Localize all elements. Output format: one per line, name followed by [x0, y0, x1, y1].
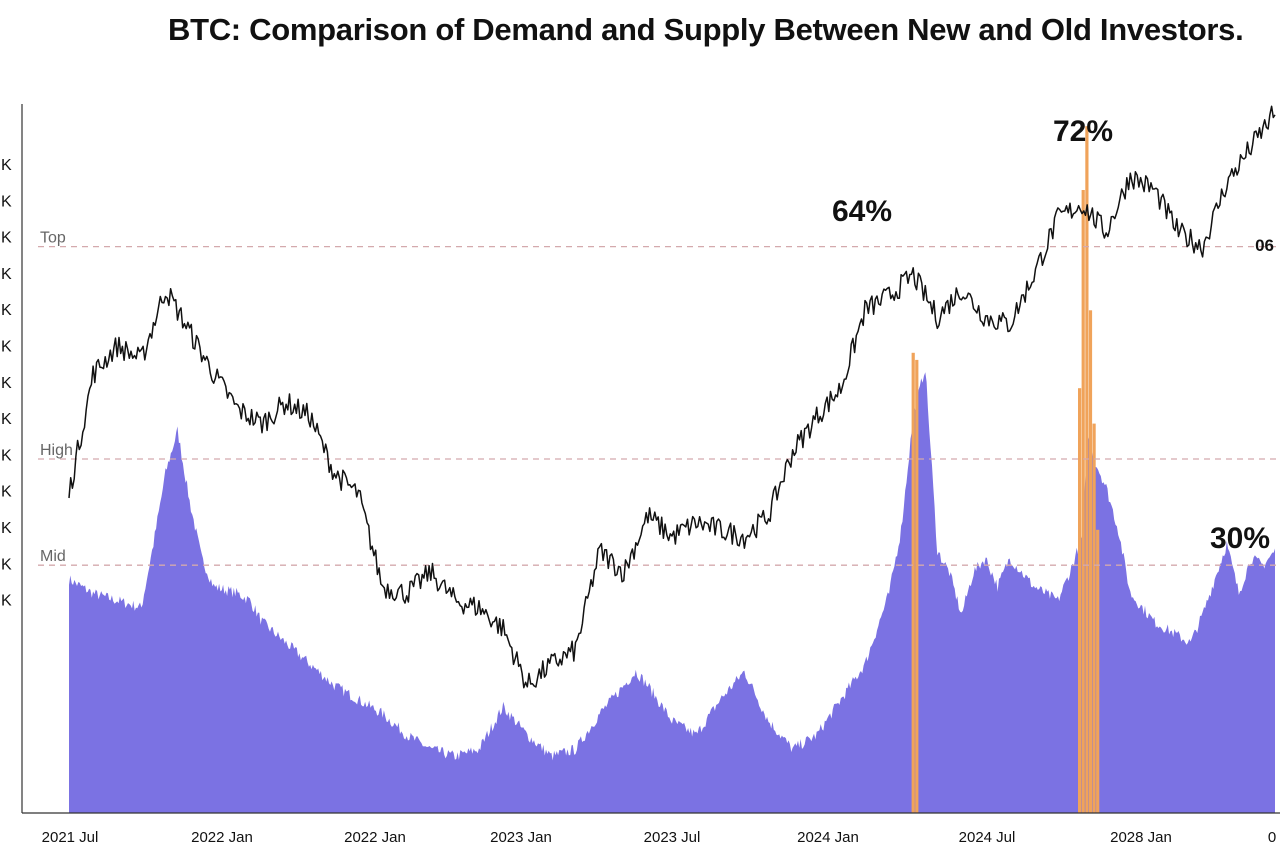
x-tick-label: 2022 Jan — [344, 829, 406, 846]
supply-spike-bar — [1078, 388, 1082, 813]
supply-spike-bar — [1088, 310, 1093, 813]
level-label-mid: Mid — [40, 548, 66, 565]
y-tick-label: K — [1, 302, 12, 319]
btc-price-line — [68, 105, 1276, 689]
labels-layer: K K K K K K K K K K K K K 2021 Jul 2022 Jan 2022 Jan 202… — [1, 115, 1276, 846]
x-tick-label: 2023 Jan — [490, 829, 552, 846]
supply-spike-layer — [911, 126, 1100, 813]
supply-spike-bar — [911, 352, 915, 813]
annotation-percent: 64% — [832, 195, 892, 228]
y-tick-label: K — [1, 193, 12, 210]
y-tick-label: K — [1, 375, 12, 392]
x-tick-label: 2028 Jan — [1110, 829, 1172, 846]
y-tick-label: K — [1, 230, 12, 247]
level-lines-layer: Top High Mid — [38, 230, 1280, 566]
y-tick-label: K — [1, 447, 12, 464]
demand-area-layer — [69, 372, 1275, 813]
axes-layer — [21, 104, 1280, 814]
y-tick-label: K — [1, 484, 12, 501]
annotation-percent: 30% — [1210, 522, 1270, 555]
x-tick-label: 2024 Jul — [959, 829, 1016, 846]
supply-spike-bar — [1092, 423, 1096, 813]
level-label-top: Top — [40, 230, 66, 247]
x-tick-label: 2022 Jan — [191, 829, 253, 846]
right-edge-label: 06 — [1255, 236, 1274, 255]
demand-area — [69, 372, 1275, 813]
y-tick-label: K — [1, 339, 12, 356]
y-tick-label: K — [1, 520, 12, 537]
x-tick-label: 2023 Jul — [644, 829, 701, 846]
price-line-layer — [68, 105, 1276, 689]
supply-spike-bar — [915, 359, 919, 813]
y-tick-label: K — [1, 593, 12, 610]
chart-title: BTC: Comparison of Demand and Supply Bet… — [168, 12, 1244, 47]
y-tick-label: K — [1, 266, 12, 283]
x-tick-label: 2021 Jul — [42, 829, 99, 846]
level-label-high: High — [40, 442, 73, 459]
x-tick-label: 2024 Jan — [797, 829, 859, 846]
supply-spike-bar — [1096, 529, 1100, 813]
y-tick-label: K — [1, 556, 12, 573]
annotation-percent: 72% — [1053, 115, 1113, 148]
x-tick-label: 0 — [1268, 829, 1276, 846]
y-tick-label: K — [1, 157, 12, 174]
y-tick-label: K — [1, 411, 12, 428]
supply-spike-bar — [1081, 190, 1085, 813]
supply-spike-bar — [1085, 126, 1089, 813]
